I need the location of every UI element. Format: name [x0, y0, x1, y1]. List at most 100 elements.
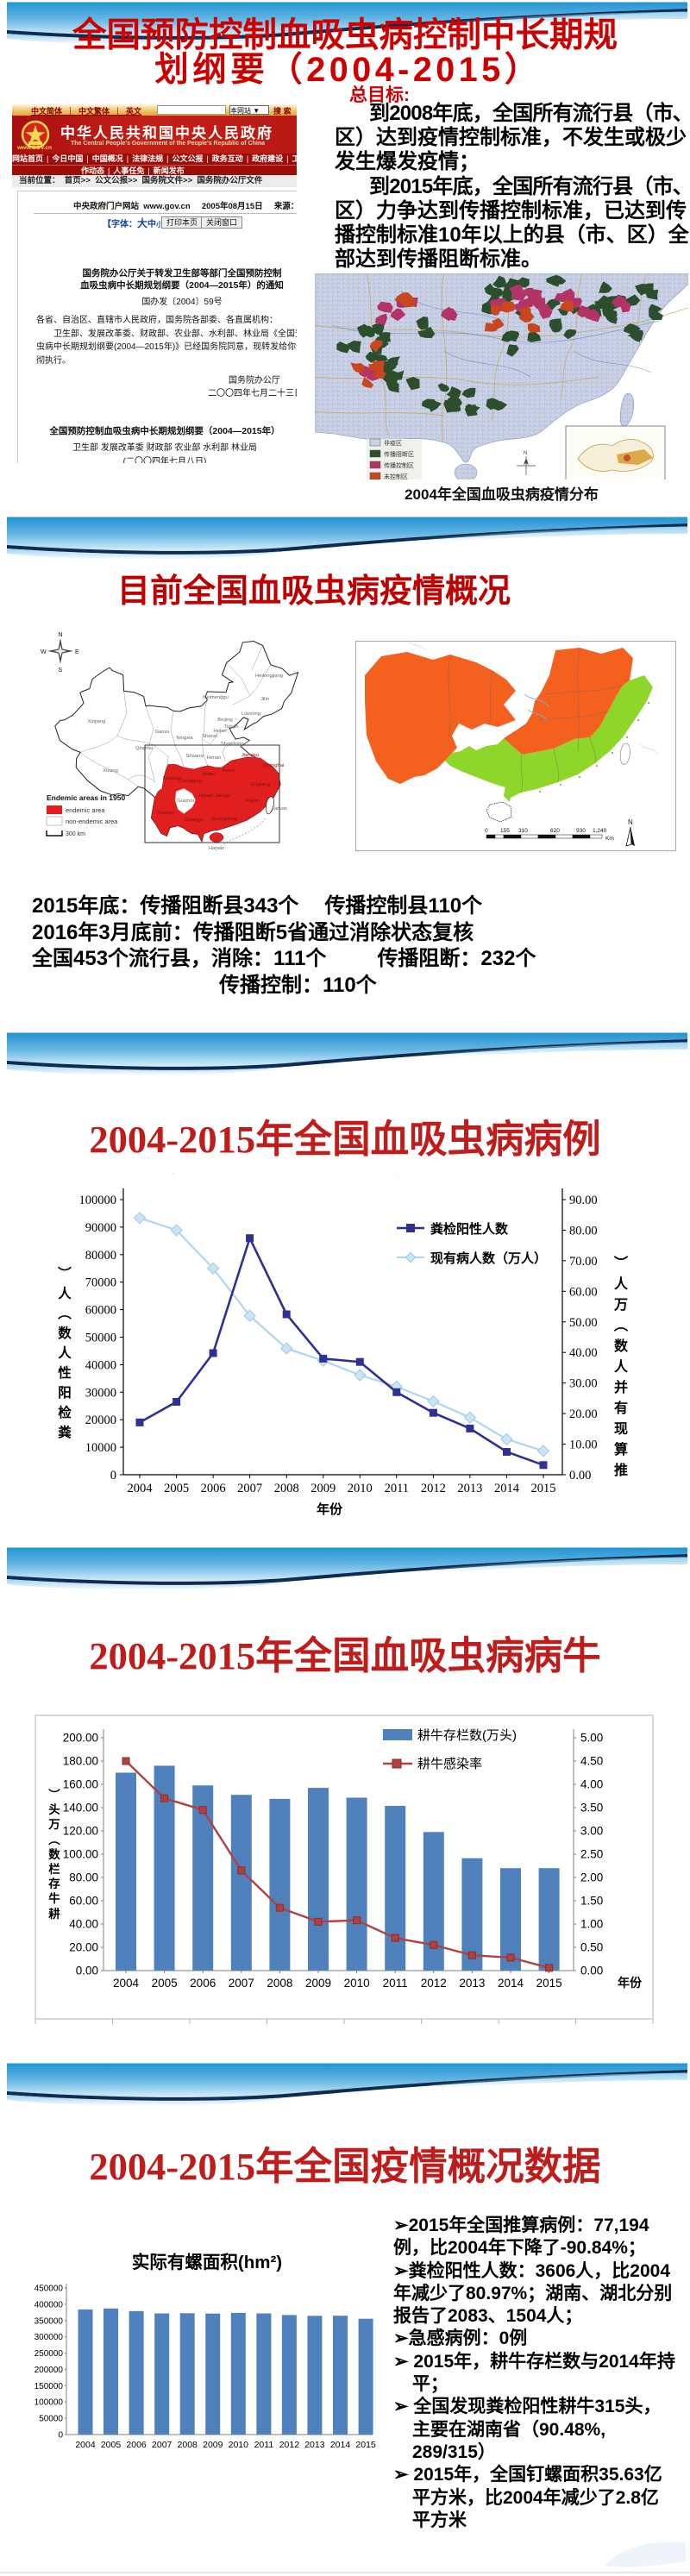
- svg-text:620: 620: [550, 828, 560, 834]
- svg-text:S: S: [59, 668, 63, 674]
- svg-text:0: 0: [110, 1469, 116, 1482]
- svg-text:60.00: 60.00: [569, 1285, 598, 1299]
- svg-text:2012: 2012: [421, 1977, 447, 1990]
- svg-text:180.00: 180.00: [63, 1755, 98, 1768]
- svg-text:2012: 2012: [279, 2440, 300, 2450]
- svg-text:0.50: 0.50: [580, 1941, 603, 1954]
- svg-text:2009: 2009: [310, 1482, 336, 1495]
- svg-text:Anhui: Anhui: [223, 768, 235, 774]
- svg-text:2011: 2011: [383, 1977, 408, 1990]
- svg-text:60000: 60000: [85, 1304, 116, 1318]
- svg-text:80.00: 80.00: [69, 1871, 98, 1884]
- svg-text:0: 0: [58, 2431, 63, 2441]
- svg-text:Sichuan: Sichuan: [163, 776, 181, 781]
- svg-text:2011: 2011: [254, 2440, 274, 2450]
- svg-text:80000: 80000: [85, 1249, 116, 1263]
- svg-text:40000: 40000: [85, 1358, 116, 1372]
- svg-text:2006: 2006: [190, 1977, 216, 1990]
- svg-text:60.00: 60.00: [69, 1895, 98, 1908]
- svg-text:年份: 年份: [618, 1976, 643, 1990]
- svg-text:N: N: [628, 818, 633, 826]
- svg-text:250000: 250000: [34, 2349, 63, 2359]
- svg-text:140.00: 140.00: [63, 1802, 98, 1814]
- svg-text:Neimenggu: Neimenggu: [203, 695, 229, 700]
- svg-text:300 km: 300 km: [66, 831, 85, 837]
- svg-text:Xizang: Xizang: [103, 768, 118, 774]
- svg-text:4.50: 4.50: [580, 1755, 603, 1768]
- svg-text:Heilongjiang: Heilongjiang: [255, 674, 283, 679]
- svg-text:2010: 2010: [348, 1482, 373, 1495]
- svg-text:2004: 2004: [113, 1977, 140, 1990]
- svg-text:2012: 2012: [421, 1482, 446, 1495]
- svg-text:90000: 90000: [85, 1221, 116, 1235]
- svg-text:Jilin: Jilin: [260, 697, 269, 702]
- svg-text:160.00: 160.00: [63, 1778, 98, 1791]
- svg-text:Hunan: Hunan: [198, 793, 213, 799]
- svg-text:非疫区: 非疫区: [384, 439, 402, 447]
- svg-text:3.50: 3.50: [580, 1802, 603, 1814]
- svg-text:年份: 年份: [317, 1501, 343, 1517]
- svg-text:Shanxi: Shanxi: [202, 734, 217, 739]
- svg-text:120.00: 120.00: [63, 1825, 98, 1838]
- svg-text:现有病人数（万人）: 现有病人数（万人）: [430, 1250, 547, 1266]
- svg-text:Shandong: Shandong: [221, 742, 243, 747]
- svg-text:0.00: 0.00: [580, 1965, 603, 1977]
- svg-text:2006: 2006: [201, 1482, 226, 1495]
- svg-text:2007: 2007: [152, 2440, 172, 2450]
- svg-text:W: W: [41, 649, 47, 655]
- svg-text:Chongqing: Chongqing: [178, 779, 202, 784]
- svg-text:2004: 2004: [75, 2440, 96, 2450]
- svg-text:350000: 350000: [34, 2316, 63, 2326]
- svg-text:传播阻断区: 传播阻断区: [384, 450, 414, 458]
- svg-text:2015: 2015: [536, 1977, 562, 1990]
- svg-text:Hainan: Hainan: [209, 846, 224, 851]
- svg-text:40.00: 40.00: [69, 1918, 98, 1931]
- svg-text:2015: 2015: [531, 1482, 556, 1495]
- svg-text:Gansu: Gansu: [154, 730, 169, 735]
- svg-text:2007: 2007: [237, 1482, 262, 1495]
- svg-text:Jiangsu: Jiangsu: [242, 753, 259, 758]
- svg-text:耕牛感染率: 耕牛感染率: [417, 1756, 482, 1771]
- svg-text:2.00: 2.00: [580, 1871, 603, 1884]
- svg-text:2013: 2013: [459, 1977, 485, 1990]
- svg-text:2006: 2006: [126, 2440, 147, 2450]
- svg-text:100000: 100000: [34, 2398, 63, 2408]
- svg-text:2009: 2009: [203, 2440, 223, 2450]
- svg-text:2014: 2014: [498, 1977, 524, 1990]
- svg-text:70.00: 70.00: [569, 1255, 598, 1269]
- svg-text:2007: 2007: [229, 1977, 254, 1990]
- svg-text:5.00: 5.00: [580, 1732, 603, 1745]
- svg-text:450000: 450000: [34, 2285, 63, 2294]
- svg-text:Km: Km: [605, 836, 614, 842]
- svg-text:Ningxia: Ningxia: [176, 736, 193, 741]
- svg-text:50000: 50000: [85, 1332, 116, 1345]
- svg-text:310: 310: [518, 828, 528, 834]
- svg-text:2010: 2010: [229, 2440, 249, 2450]
- svg-text:2011: 2011: [385, 1482, 409, 1495]
- svg-text:未控制区: 未控制区: [384, 473, 408, 479]
- svg-text:400000: 400000: [34, 2300, 63, 2310]
- svg-text:1.00: 1.00: [580, 1918, 603, 1931]
- svg-text:50.00: 50.00: [569, 1316, 598, 1330]
- svg-text:endemic area: endemic area: [66, 806, 105, 814]
- svg-text:耕牛存栏数(万头): 耕牛存栏数(万头): [417, 1727, 517, 1743]
- svg-text:50000: 50000: [39, 2415, 63, 2424]
- svg-text:0: 0: [485, 828, 488, 834]
- svg-text:实际有螺面积(hm²): 实际有螺面积(hm²): [132, 2252, 282, 2272]
- svg-text:0.00: 0.00: [569, 1469, 591, 1482]
- svg-text:传播控制区: 传播控制区: [384, 461, 414, 469]
- svg-text:2013: 2013: [304, 2440, 325, 2450]
- svg-text:Fujian: Fujian: [246, 799, 260, 804]
- svg-text:Shaanxi: Shaanxi: [186, 754, 204, 759]
- svg-text:1,240: 1,240: [593, 828, 607, 834]
- svg-text:2.50: 2.50: [580, 1848, 603, 1861]
- svg-text:2005: 2005: [101, 2440, 122, 2450]
- svg-text:Beijing: Beijing: [217, 718, 232, 723]
- svg-text:non-endemic area: non-endemic area: [66, 818, 118, 825]
- svg-text:930: 930: [576, 828, 586, 834]
- svg-text:Tianjin: Tianjin: [224, 724, 239, 730]
- svg-text:Xinjiang: Xinjiang: [88, 719, 106, 724]
- svg-text:2013: 2013: [457, 1482, 482, 1495]
- svg-text:155: 155: [500, 828, 510, 834]
- svg-text:30.00: 30.00: [569, 1377, 598, 1391]
